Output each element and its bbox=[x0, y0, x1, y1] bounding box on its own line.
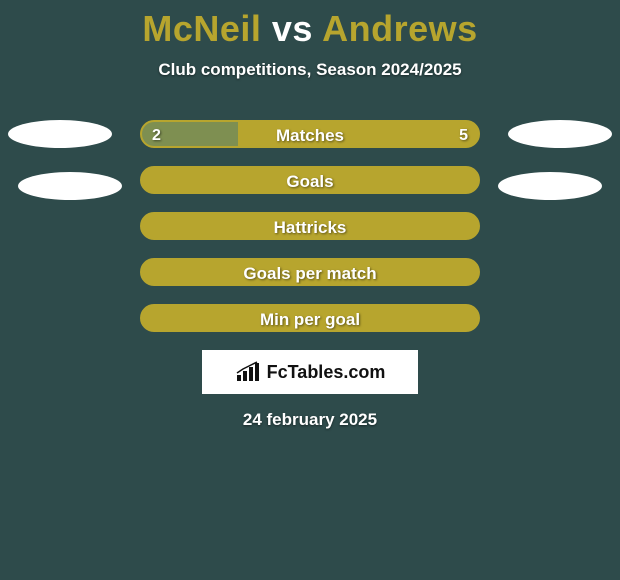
metric-bar-hattricks: Hattricks bbox=[140, 212, 480, 240]
metric-row-goals: Goals bbox=[0, 166, 620, 194]
subtitle: Club competitions, Season 2024/2025 bbox=[0, 60, 620, 80]
date-text: 24 february 2025 bbox=[0, 410, 620, 430]
metric-row-min-per-goal: Min per goal bbox=[0, 304, 620, 332]
metric-row-matches: 25Matches bbox=[0, 120, 620, 148]
player2-name: Andrews bbox=[322, 8, 478, 49]
logo-text: FcTables.com bbox=[267, 362, 386, 383]
metric-bar-min-per-goal: Min per goal bbox=[140, 304, 480, 332]
metric-row-goals-per-match: Goals per match bbox=[0, 258, 620, 286]
page-title: McNeil vs Andrews bbox=[0, 0, 620, 50]
metrics-chart: 25MatchesGoalsHattricksGoals per matchMi… bbox=[0, 120, 620, 332]
metric-label-hattricks: Hattricks bbox=[142, 214, 478, 240]
logo-box: FcTables.com bbox=[202, 350, 418, 394]
metric-bar-goals: Goals bbox=[140, 166, 480, 194]
metric-bar-matches: 25Matches bbox=[140, 120, 480, 148]
bar-chart-icon bbox=[235, 361, 261, 383]
metric-label-goals-per-match: Goals per match bbox=[142, 260, 478, 286]
metric-value-right-matches: 5 bbox=[459, 122, 468, 148]
metric-value-left-matches: 2 bbox=[152, 122, 161, 148]
metric-row-hattricks: Hattricks bbox=[0, 212, 620, 240]
metric-bar-goals-per-match: Goals per match bbox=[140, 258, 480, 286]
metric-label-goals: Goals bbox=[142, 168, 478, 194]
title-vs: vs bbox=[272, 8, 313, 49]
player1-name: McNeil bbox=[142, 8, 261, 49]
comparison-infographic: McNeil vs Andrews Club competitions, Sea… bbox=[0, 0, 620, 580]
logo: FcTables.com bbox=[235, 361, 386, 383]
metric-label-min-per-goal: Min per goal bbox=[142, 306, 478, 332]
